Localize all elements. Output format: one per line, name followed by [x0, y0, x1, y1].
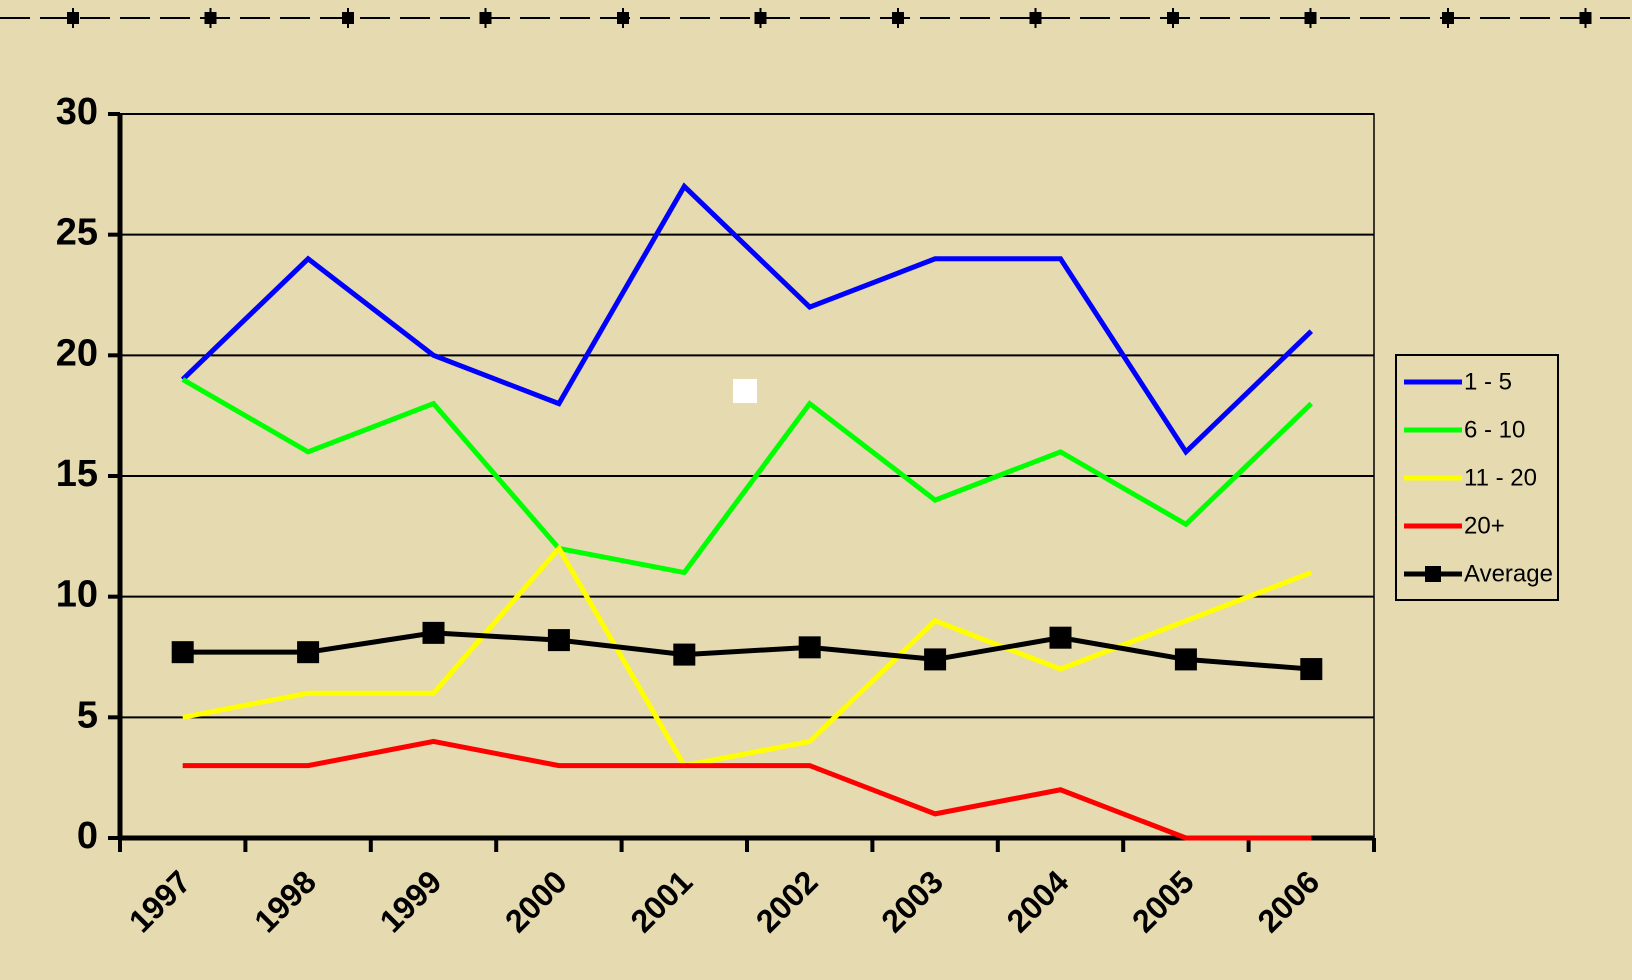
decor-markers — [67, 8, 1592, 28]
y-tick-label: 30 — [56, 91, 98, 133]
legend-label: 11 - 20 — [1464, 464, 1537, 491]
decor-dot — [479, 12, 492, 24]
decor-dot — [1029, 12, 1042, 24]
legend-label: 1 - 5 — [1464, 368, 1512, 395]
decor-dot — [204, 12, 217, 24]
series-marker — [422, 621, 445, 644]
legend-label: Average — [1464, 560, 1553, 587]
series-line — [182, 630, 1312, 672]
series-marker — [547, 629, 570, 652]
decor-dot — [1167, 12, 1179, 24]
series-marker — [673, 643, 696, 666]
decor-dot — [67, 12, 79, 24]
series-line — [182, 544, 1313, 769]
legend-marker — [1425, 566, 1441, 582]
decor-dot — [754, 12, 767, 24]
y-tick-label: 0 — [77, 815, 98, 857]
series-line — [180, 182, 1314, 456]
legend-label: 20+ — [1464, 512, 1505, 539]
series-marker — [171, 641, 194, 664]
series-line — [181, 377, 1314, 576]
decor-dot — [892, 12, 904, 24]
series-marker — [798, 636, 821, 659]
series-marker — [1049, 626, 1072, 649]
decor-dot — [342, 12, 354, 24]
y-tick-label: 5 — [77, 694, 98, 736]
series-marker — [297, 641, 320, 664]
decor-dot — [1442, 12, 1454, 24]
decor-dot — [617, 12, 629, 24]
y-tick-label: 15 — [56, 453, 98, 495]
series-line — [182, 738, 1312, 841]
legend-label: 6 - 10 — [1464, 416, 1525, 443]
y-tick-label: 25 — [56, 212, 98, 254]
legend-box — [1395, 354, 1559, 601]
y-tick-label: 10 — [56, 574, 98, 616]
decor-dot — [1579, 12, 1592, 24]
y-tick-label: 20 — [56, 332, 98, 374]
decor-square — [733, 379, 757, 403]
decor-dot — [1304, 12, 1317, 24]
series-marker — [1174, 648, 1197, 671]
series-marker — [1300, 658, 1323, 681]
series-marker — [924, 648, 947, 671]
